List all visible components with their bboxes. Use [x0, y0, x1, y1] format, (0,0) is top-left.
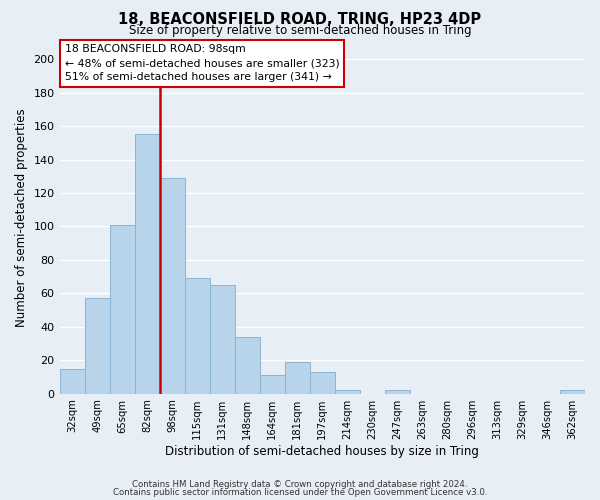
Bar: [560, 390, 585, 394]
Bar: [260, 376, 285, 394]
Text: 18, BEACONSFIELD ROAD, TRING, HP23 4DP: 18, BEACONSFIELD ROAD, TRING, HP23 4DP: [118, 12, 482, 28]
Bar: [59, 368, 85, 394]
Bar: [185, 278, 209, 394]
Bar: [85, 298, 110, 394]
Bar: [160, 178, 185, 394]
Bar: [110, 225, 134, 394]
Bar: [235, 337, 260, 394]
Text: 18 BEACONSFIELD ROAD: 98sqm
← 48% of semi-detached houses are smaller (323)
51% : 18 BEACONSFIELD ROAD: 98sqm ← 48% of sem…: [65, 44, 340, 82]
Bar: [209, 285, 235, 394]
Bar: [335, 390, 360, 394]
Bar: [385, 390, 410, 394]
Bar: [310, 372, 335, 394]
X-axis label: Distribution of semi-detached houses by size in Tring: Distribution of semi-detached houses by …: [166, 444, 479, 458]
Bar: [134, 134, 160, 394]
Y-axis label: Number of semi-detached properties: Number of semi-detached properties: [15, 109, 28, 328]
Text: Size of property relative to semi-detached houses in Tring: Size of property relative to semi-detach…: [128, 24, 472, 37]
Text: Contains HM Land Registry data © Crown copyright and database right 2024.: Contains HM Land Registry data © Crown c…: [132, 480, 468, 489]
Text: Contains public sector information licensed under the Open Government Licence v3: Contains public sector information licen…: [113, 488, 487, 497]
Bar: [285, 362, 310, 394]
